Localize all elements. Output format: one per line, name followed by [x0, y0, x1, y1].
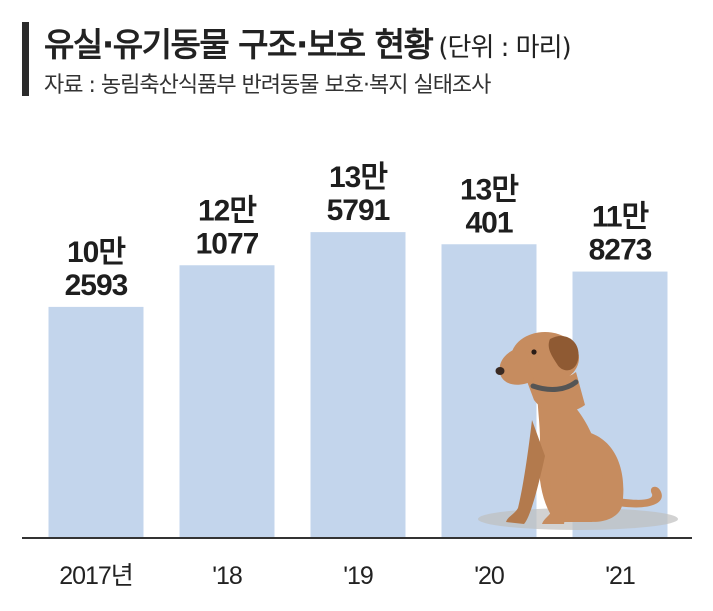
x-tick-label-4: '20 [474, 562, 504, 590]
sitting-dog-icon [478, 332, 678, 530]
value-label-2-line-1: 12만 [198, 194, 257, 227]
value-label-3-line-1: 13만 [329, 161, 388, 194]
value-label-3-line-2: 5791 [327, 194, 390, 227]
unit-note: (단위 : 마리) [438, 33, 571, 63]
source-note: 자료 : 농림축산식품부 반려동물 보호·복지 실태조사 [44, 73, 491, 98]
bar-4 [441, 244, 537, 539]
x-tick-label-2: '18 [212, 562, 242, 590]
value-label-2-line-2: 1077 [196, 227, 259, 260]
value-label-4-line-1: 13만 [460, 173, 519, 206]
value-label-5-line-1: 11만 [592, 201, 650, 234]
title-accent-bar [22, 22, 29, 96]
bar-2 [179, 265, 275, 538]
chart-title-block: 유실·유기동물 구조·보호 현황 (단위 : 마리) [44, 18, 572, 66]
x-tick-label-3: '19 [343, 562, 373, 590]
bar-1 [48, 306, 144, 538]
x-tick-label-5: '21 [605, 562, 635, 590]
value-label-4-line-2: 401 [465, 206, 512, 239]
chart-title: 유실·유기동물 구조·보호 현황 [44, 25, 434, 64]
x-tick-label-group: 2017년 '18 '19 '20 '21 [59, 562, 636, 590]
x-tick-label-1: 2017년 [59, 562, 133, 590]
value-label-5-line-2: 8273 [589, 234, 652, 267]
bar-group [48, 232, 668, 539]
value-label-1-line-2: 2593 [65, 269, 128, 302]
value-label-1-line-1: 10만 [67, 236, 126, 269]
bar-3 [310, 232, 406, 538]
